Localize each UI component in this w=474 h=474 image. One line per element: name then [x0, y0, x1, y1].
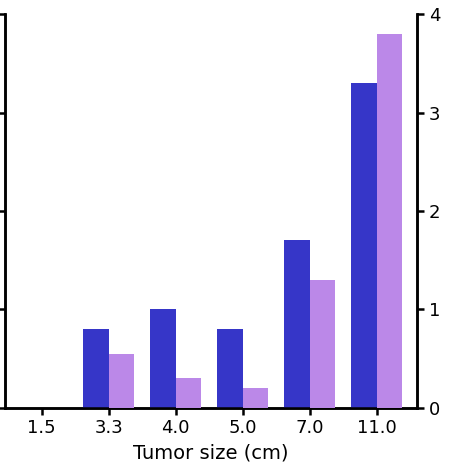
Bar [176, 378, 201, 408]
Bar [351, 83, 377, 408]
Bar [377, 34, 402, 408]
Bar [109, 354, 134, 408]
Bar [83, 329, 109, 408]
Bar [150, 310, 176, 408]
Bar [243, 388, 268, 408]
Bar [310, 280, 335, 408]
Bar [217, 329, 243, 408]
X-axis label: Tumor size (cm): Tumor size (cm) [133, 443, 289, 462]
Bar [284, 240, 310, 408]
